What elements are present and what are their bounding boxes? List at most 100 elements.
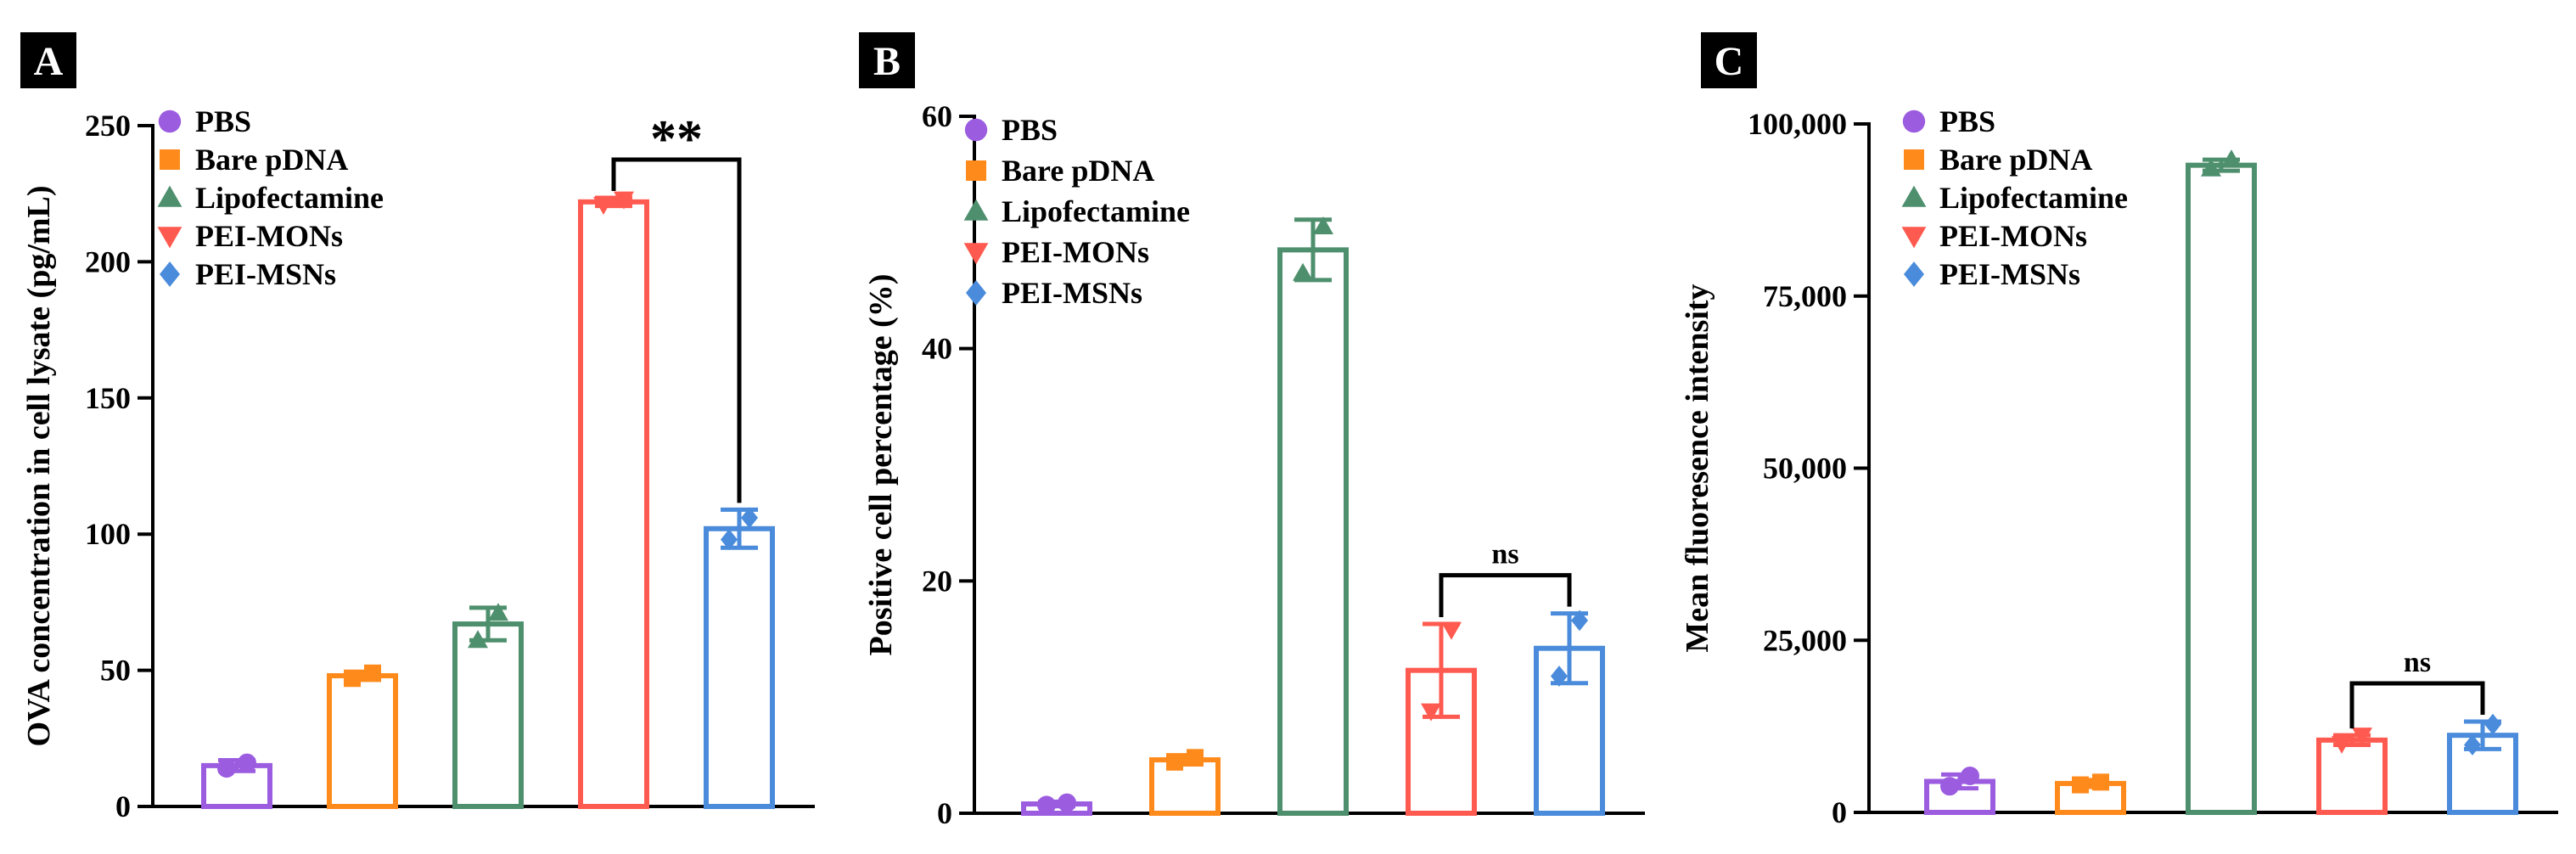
data-point — [1961, 767, 1979, 786]
data-point — [344, 670, 361, 688]
y-tick-label: 50 — [100, 654, 131, 688]
data-point — [488, 603, 508, 621]
panel-badge-box — [1701, 32, 1757, 88]
data-point — [2464, 734, 2481, 756]
panel-b: B 0 20 40 60 Positive cell percentage (%) PBS B… — [859, 32, 1645, 830]
panel-c: C 0 25,000 50,000 75,000 100,000 Mean fluorese… — [1680, 32, 2558, 829]
data-point — [1166, 753, 1183, 771]
data-point — [721, 529, 738, 551]
data-point — [614, 191, 634, 210]
legend-item-lipofectamine: Lipofectamine — [1002, 194, 1190, 228]
y-tick-label: 100,000 — [1748, 107, 1847, 141]
legend-item-pei-mons: PEI-MONs — [1002, 235, 1149, 269]
data-point — [1293, 262, 1313, 281]
legend-item-pbs: PBS — [1939, 104, 1995, 138]
data-point — [741, 507, 758, 529]
data-point — [2201, 158, 2221, 177]
data-point — [1187, 749, 1204, 767]
panel-letter: A — [34, 39, 64, 84]
legend-marker — [963, 243, 989, 265]
data-point — [2352, 728, 2372, 746]
y-axis-title: Positive cell percentage (%) — [863, 274, 899, 656]
legend-marker — [158, 110, 182, 133]
legend-item-lipofectamine: Lipofectamine — [195, 181, 384, 215]
bracket-line — [1439, 573, 1572, 617]
data-point — [468, 630, 488, 649]
data-point — [1037, 795, 1056, 815]
y-tick-label: 60 — [922, 99, 952, 133]
y-tick-label: 100 — [85, 517, 131, 551]
legend-item-bare-pdna: Bare pDNA — [1002, 154, 1154, 188]
significance-label: ns — [2404, 647, 2431, 678]
legend-item-pei-msns: PEI-MSNs — [195, 257, 336, 291]
legend-marker — [1901, 227, 1927, 249]
legend: PBS Bare pDNA Lipofectamine PEI-MONs PEI-MSN… — [1901, 104, 2128, 291]
bar-pei-mons — [2316, 737, 2388, 815]
data-point — [593, 197, 614, 216]
significance-bracket: ns — [2349, 647, 2485, 729]
bar-pei-mons — [578, 199, 649, 810]
legend-marker — [1904, 261, 1924, 287]
y-axis-title: OVA concentration in cell lysate (pg/mL) — [21, 185, 57, 746]
y-tick-label: 0 — [937, 796, 952, 830]
legend-marker — [160, 261, 180, 287]
panel-badge: A — [20, 32, 76, 88]
y-tick-label: 50,000 — [1763, 452, 1847, 486]
bar-lipofectamine — [2186, 162, 2257, 816]
data-point — [1421, 703, 1441, 722]
legend: PBS Bare pDNA Lipofectamine PEI-MONs PEI-MSN… — [157, 104, 384, 291]
panel-letter: B — [873, 39, 901, 84]
legend-marker — [1901, 185, 1927, 207]
legend-marker — [964, 118, 988, 142]
legend-marker — [1902, 110, 1926, 133]
legend-item-pbs: PBS — [1002, 113, 1058, 147]
legend-item-bare-pdna: Bare pDNA — [1939, 143, 2092, 177]
legend-item-pei-msns: PEI-MSNs — [1939, 257, 2080, 291]
data-point — [1551, 666, 1568, 687]
data-point — [1441, 621, 1462, 640]
legend-marker — [157, 227, 182, 249]
panel-letter: C — [1715, 39, 1744, 84]
bracket-line — [611, 157, 742, 503]
y-tick-label: 25,000 — [1763, 623, 1847, 657]
y-axis-title: Mean fluoresence intensity — [1680, 284, 1715, 652]
data-point — [217, 759, 236, 778]
data-point — [1058, 793, 1076, 812]
panel-badge: C — [1701, 32, 1757, 88]
legend-item-pbs: PBS — [195, 104, 251, 138]
legend-marker — [966, 280, 986, 306]
y-tick-label: 150 — [85, 381, 131, 415]
significance-label: ns — [1491, 539, 1518, 570]
y-tick-label: 250 — [85, 109, 131, 143]
legend-item-pei-msns: PEI-MSNs — [1002, 276, 1142, 310]
bar-bare-pdna — [327, 673, 398, 809]
data-point — [2221, 149, 2242, 168]
panel-badge: B — [859, 32, 915, 88]
legend-marker — [157, 185, 182, 207]
data-point — [2484, 713, 2501, 735]
panel-badge-box — [20, 32, 76, 88]
legend-item-bare-pdna: Bare pDNA — [195, 143, 348, 177]
data-point — [364, 664, 381, 682]
data-point — [1313, 216, 1333, 234]
data-point — [1940, 777, 1959, 796]
y-tick-label: 0 — [115, 789, 131, 823]
data-point — [238, 753, 256, 773]
y-tick-label: 0 — [1832, 795, 1847, 829]
data-point — [2072, 776, 2089, 794]
legend-marker — [963, 199, 989, 221]
legend-marker — [1904, 149, 1924, 170]
significance-bracket: ** — [611, 110, 742, 503]
bar-lipofectamine — [1277, 247, 1349, 816]
data-point — [2332, 735, 2352, 754]
data-point — [2092, 773, 2109, 791]
bar-pei-msns — [704, 525, 775, 809]
panel-badge-box — [859, 32, 915, 88]
bar-bare-pdna — [1149, 757, 1221, 816]
y-tick-label: 40 — [922, 332, 952, 366]
legend-marker — [160, 149, 180, 170]
bracket-line — [2349, 681, 2485, 729]
bar-lipofectamine — [452, 621, 524, 810]
